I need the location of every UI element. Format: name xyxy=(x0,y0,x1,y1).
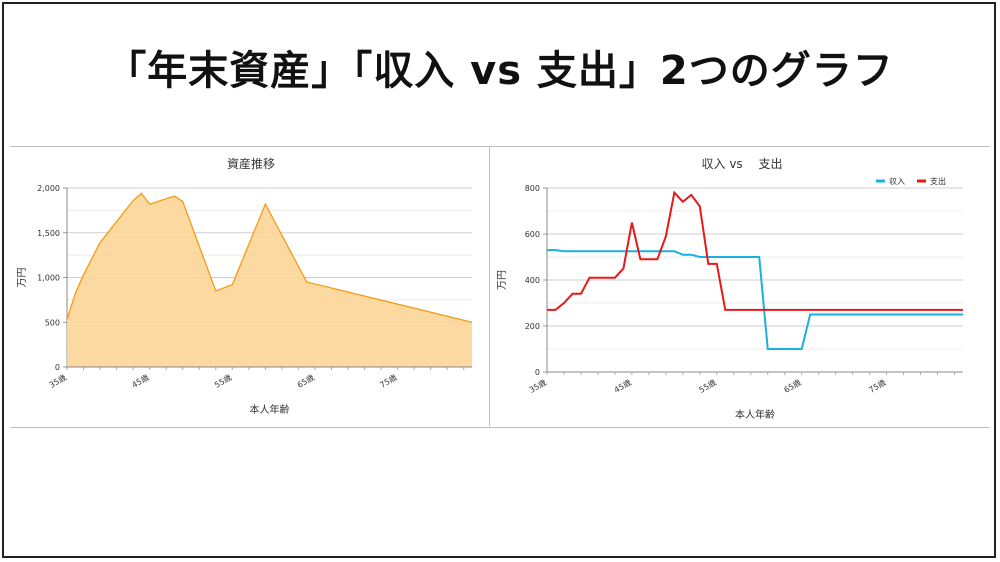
y-tick-label: 1,500 xyxy=(37,229,60,238)
chart-title: 収入 vs 支出 xyxy=(702,157,783,171)
legend-label: 支出 xyxy=(930,176,946,186)
series-line-1 xyxy=(547,249,963,350)
income-expense-line-chart: 収入 vs 支出 0 200 400 600 800 35歳 45歳 55歳 65歳 75歳本人年齢… xyxy=(497,157,963,421)
asset-area-chart: 資産推移 0 500 1,000 1,500 2,000 35歳 45歳 55歳 65歳 75歳本人… xyxy=(17,156,473,416)
x-axis-label: 本人年齢 xyxy=(735,408,775,421)
charts-panel xyxy=(10,146,990,428)
x-axis-label: 本人年齢 xyxy=(250,403,290,416)
charts-divider xyxy=(489,146,490,426)
x-tick-label: 45歳 xyxy=(612,377,633,395)
series-line-2 xyxy=(547,190,963,311)
y-tick-label: 400 xyxy=(525,276,540,285)
y-tick-label: 1,000 xyxy=(37,274,60,283)
x-tick-label: 55歳 xyxy=(213,372,234,390)
y-tick-label: 500 xyxy=(45,318,60,327)
x-tick-label: 55歳 xyxy=(697,377,718,395)
x-tick-label: 75歳 xyxy=(378,372,399,390)
y-axis-label: 万円 xyxy=(497,270,508,290)
y-tick-label: 200 xyxy=(525,322,540,331)
y-tick-label: 800 xyxy=(525,184,540,193)
x-tick-label: 35歳 xyxy=(47,372,68,390)
y-tick-label: 0 xyxy=(55,363,60,372)
x-tick-label: 35歳 xyxy=(527,377,548,395)
chart-title: 資産推移 xyxy=(227,156,275,171)
x-tick-label: 65歳 xyxy=(295,372,316,390)
y-tick-label: 600 xyxy=(525,230,540,239)
area-fill xyxy=(67,193,472,367)
x-tick-label: 65歳 xyxy=(782,377,803,395)
y-tick-label: 2,000 xyxy=(37,184,60,193)
y-tick-label: 0 xyxy=(535,368,540,377)
area-line xyxy=(66,192,473,323)
x-tick-label: 75歳 xyxy=(867,377,888,395)
x-tick-label: 45歳 xyxy=(130,372,151,390)
legend-label: 収入 xyxy=(889,176,905,186)
y-axis-label: 万円 xyxy=(17,268,28,288)
page-title: 「年末資産」「収入 vs 支出」2つのグラフ xyxy=(106,48,894,94)
